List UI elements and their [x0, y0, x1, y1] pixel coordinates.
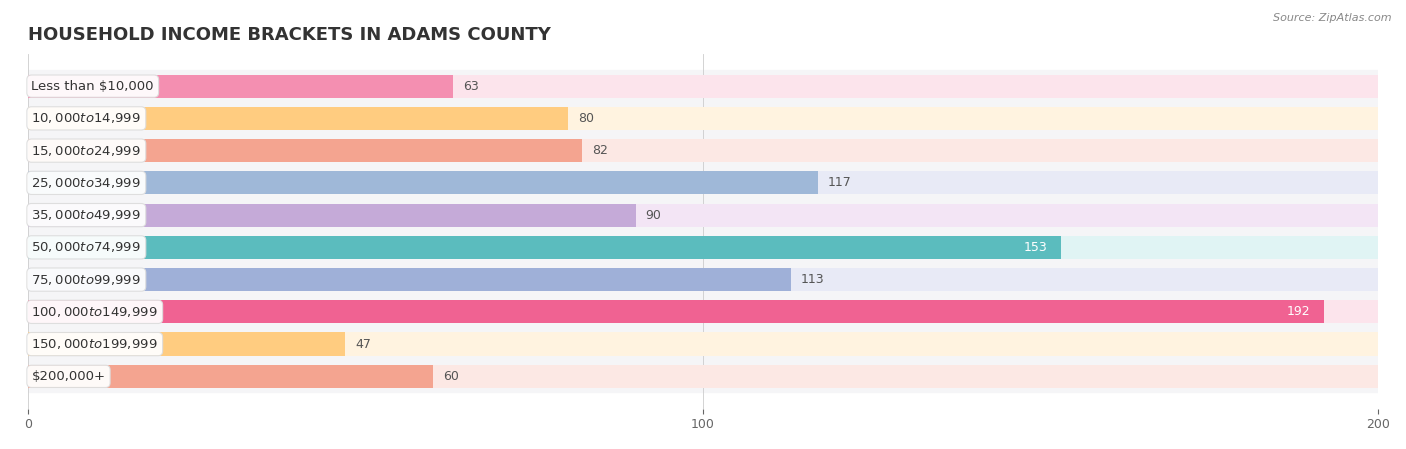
- Text: 63: 63: [464, 79, 479, 92]
- Text: $75,000 to $99,999: $75,000 to $99,999: [31, 273, 141, 286]
- Bar: [28, 203, 636, 227]
- Bar: [28, 268, 1378, 291]
- Bar: [28, 328, 1378, 360]
- Bar: [28, 236, 1378, 259]
- Text: 90: 90: [645, 209, 661, 222]
- Bar: [28, 139, 582, 162]
- Bar: [28, 333, 1378, 356]
- Text: 192: 192: [1286, 305, 1310, 318]
- Bar: [28, 171, 1378, 194]
- Bar: [28, 231, 1378, 264]
- Bar: [28, 167, 1378, 199]
- Text: HOUSEHOLD INCOME BRACKETS IN ADAMS COUNTY: HOUSEHOLD INCOME BRACKETS IN ADAMS COUNT…: [28, 26, 551, 44]
- Bar: [28, 135, 1378, 167]
- Bar: [28, 139, 1378, 162]
- Bar: [28, 300, 1378, 323]
- Bar: [28, 333, 346, 356]
- Text: 153: 153: [1024, 241, 1047, 254]
- Bar: [28, 199, 1378, 231]
- Bar: [28, 365, 433, 388]
- Text: $150,000 to $199,999: $150,000 to $199,999: [31, 337, 157, 351]
- Bar: [28, 75, 453, 98]
- Bar: [28, 102, 1378, 135]
- Text: $50,000 to $74,999: $50,000 to $74,999: [31, 240, 141, 254]
- Bar: [28, 107, 1378, 130]
- Text: Less than $10,000: Less than $10,000: [31, 79, 155, 92]
- Bar: [28, 171, 818, 194]
- Text: $100,000 to $149,999: $100,000 to $149,999: [31, 305, 157, 319]
- Text: Source: ZipAtlas.com: Source: ZipAtlas.com: [1274, 13, 1392, 23]
- Text: 113: 113: [801, 273, 824, 286]
- Text: $200,000+: $200,000+: [31, 370, 105, 383]
- Text: 47: 47: [356, 338, 371, 351]
- Text: 60: 60: [443, 370, 458, 383]
- Bar: [28, 203, 1378, 227]
- Text: 80: 80: [578, 112, 595, 125]
- Bar: [28, 268, 790, 291]
- Bar: [28, 365, 1378, 388]
- Text: 82: 82: [592, 144, 607, 157]
- Bar: [28, 360, 1378, 392]
- Text: $25,000 to $34,999: $25,000 to $34,999: [31, 176, 141, 190]
- Text: $35,000 to $49,999: $35,000 to $49,999: [31, 208, 141, 222]
- Text: 117: 117: [828, 176, 852, 189]
- Bar: [28, 264, 1378, 296]
- Bar: [28, 236, 1060, 259]
- Text: $10,000 to $14,999: $10,000 to $14,999: [31, 111, 141, 125]
- Text: $15,000 to $24,999: $15,000 to $24,999: [31, 144, 141, 158]
- Bar: [28, 75, 1378, 98]
- Bar: [28, 300, 1324, 323]
- Bar: [28, 296, 1378, 328]
- Bar: [28, 107, 568, 130]
- Bar: [28, 70, 1378, 102]
